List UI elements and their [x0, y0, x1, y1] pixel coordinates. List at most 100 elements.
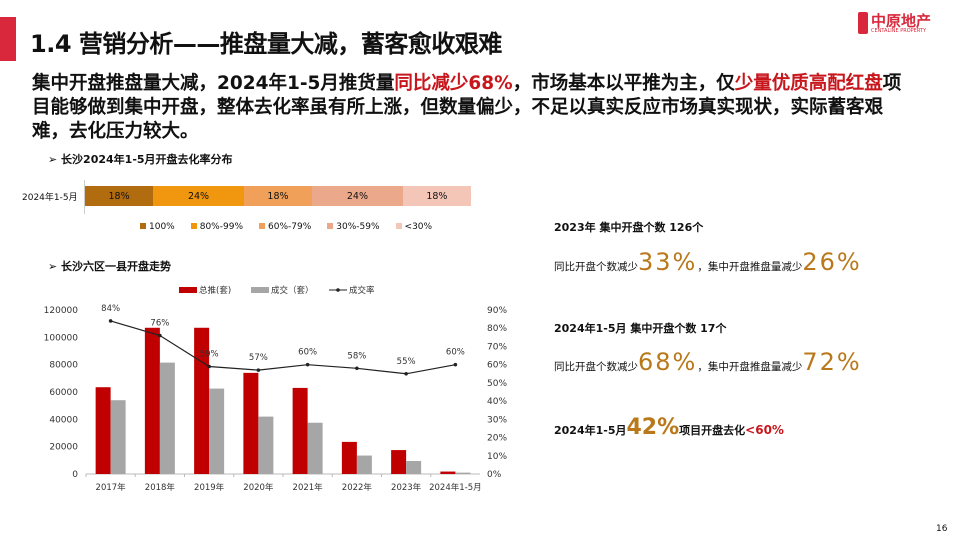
stat-value: 26%: [802, 248, 862, 276]
y-tick-right: 80%: [487, 324, 507, 334]
rate-label: 76%: [150, 319, 169, 329]
summary-2023-heading: 2023年 集中开盘个数 126个: [554, 221, 704, 234]
deal-bar: [406, 461, 422, 474]
x-tick-label: 2020年: [243, 482, 274, 493]
stack-segment-2: 18%: [243, 186, 313, 206]
x-tick-label: 2017年: [96, 482, 127, 493]
intro-text: 集中开盘推盘量大减，2024年1-5月推货量: [32, 73, 395, 94]
stack-legend: 100% 80%-99% 60%-79% 30%-59% <30%: [140, 222, 432, 232]
y-tick-right: 40%: [487, 397, 507, 407]
stat-value: 33%: [638, 248, 698, 276]
page-number: 16: [936, 524, 948, 534]
y-tick-left: 80000: [49, 361, 78, 371]
legend-label: 80%-99%: [199, 222, 243, 232]
logo-subtext: CENTALINE PROPERTY: [871, 28, 927, 34]
section-heading-distribution: ➢ 长沙2024年1-5月开盘去化率分布: [48, 153, 233, 166]
stack-segment-4: 18%: [402, 186, 471, 206]
segment-label: 24%: [346, 190, 368, 202]
rate-label: 59%: [200, 349, 219, 359]
deal-bar: [258, 416, 274, 474]
x-tick-label: 2018年: [145, 482, 176, 493]
supply-bar: [391, 450, 407, 474]
summary-2024-detail: 同比开盘个数减少68%，集中开盘推盘量减少72%: [554, 348, 862, 376]
x-tick-label: 2021年: [293, 482, 324, 493]
rate-point: [355, 366, 359, 371]
y-tick-left: 100000: [44, 333, 79, 343]
rate-point: [207, 364, 211, 369]
y-tick-left: 120000: [44, 306, 79, 316]
legend-item: <30%: [395, 222, 432, 232]
supply-bar: [144, 327, 160, 474]
rate-label: 57%: [249, 353, 268, 363]
deal-bar: [455, 472, 471, 474]
text: 项目开盘去化: [679, 424, 746, 437]
deal-bar: [307, 422, 323, 474]
legend-item: 60%-79%: [259, 222, 311, 232]
stat-value: 42%: [626, 415, 680, 440]
supply-bar: [341, 441, 357, 474]
supply-bar: [440, 471, 456, 474]
legend-label: 30%-59%: [336, 222, 380, 232]
rate-point: [404, 371, 408, 376]
stat-value: 72%: [802, 348, 862, 376]
legend-swatch: [140, 223, 146, 229]
supply-bar: [292, 387, 308, 474]
summary-absorption: 2024年1-5月42%项目开盘去化<60%: [554, 415, 784, 440]
logo-mark-icon: [858, 12, 868, 34]
legend-label: 100%: [149, 222, 175, 232]
rate-label: 60%: [298, 348, 317, 358]
legend-marker-rate: [336, 288, 340, 292]
text: 同比开盘个数减少: [554, 261, 638, 273]
supply-bar: [243, 372, 259, 474]
intro-text: ，市场基本以平推为主，仅: [512, 73, 735, 94]
intro-highlight: 同比减少68%: [394, 73, 513, 94]
y-tick-right: 60%: [487, 361, 507, 371]
intro-text: 项目能够做到集中开盘，整体去化率虽有所上涨，但数量偏少，不足以真实反应市场真实现…: [32, 73, 902, 142]
stat-value: 68%: [638, 348, 698, 376]
text: ，集中开盘推盘量减少: [697, 361, 803, 373]
legend-label: 总推(套): [199, 285, 231, 296]
deal-bar: [159, 362, 175, 474]
y-tick-left: 60000: [49, 388, 78, 398]
x-tick-label: 2024年1-5月: [429, 482, 482, 493]
legend-label: 60%-79%: [268, 222, 312, 232]
segment-label: 24%: [187, 190, 210, 202]
stack-segment-3: 24%: [312, 186, 403, 206]
section-heading-trend: ➢ 长沙六区一县开盘走势: [48, 260, 172, 273]
y-tick-left: 20000: [49, 443, 78, 453]
y-tick-right: 90%: [487, 306, 507, 316]
stat-highlight: <60%: [745, 423, 784, 437]
y-tick-left: 0: [72, 470, 78, 480]
stack-segment-0: 18%: [85, 186, 154, 206]
page-title: 1.4 营销分析——推盘量大减，蓄客愈收艰难: [30, 30, 502, 58]
stacked-bar: 18% 24% 18% 24% 18%: [85, 186, 471, 206]
rate-point: [453, 362, 458, 367]
legend-item: 80%-99%: [190, 222, 243, 232]
rate-label: 84%: [101, 304, 120, 314]
rate-label: 58%: [347, 351, 366, 361]
text: 2024年1-5月: [554, 424, 627, 437]
legend-swatch: [259, 223, 265, 229]
title-accent-bar: [0, 17, 16, 61]
text: ，集中开盘推盘量减少: [697, 261, 803, 273]
deal-bar: [209, 388, 225, 474]
legend-label: 成交（套）: [271, 285, 314, 296]
deal-bar: [356, 455, 372, 474]
legend-swatch-deal: [251, 287, 269, 293]
y-tick-right: 10%: [487, 452, 507, 462]
rate-label: 55%: [397, 357, 416, 367]
legend-swatch: [190, 223, 197, 229]
rate-point: [305, 362, 310, 367]
deal-bar: [110, 400, 126, 474]
stack-category-label: 2024年1-5月: [22, 193, 78, 203]
legend-item: 30%-59%: [327, 222, 380, 232]
summary-2024-heading: 2024年1-5月 集中开盘个数 17个: [554, 322, 727, 335]
intro-paragraph: 集中开盘推盘量大减，2024年1-5月推货量同比减少68%，市场基本以平推为主，…: [32, 72, 912, 144]
x-tick-label: 2023年: [391, 482, 422, 493]
legend-item: 100%: [140, 222, 175, 232]
legend-swatch-supply: [179, 287, 197, 293]
rate-point: [158, 333, 162, 338]
y-tick-right: 70%: [487, 342, 507, 352]
segment-label: 18%: [267, 190, 289, 202]
legend-label: 成交率: [349, 285, 375, 296]
